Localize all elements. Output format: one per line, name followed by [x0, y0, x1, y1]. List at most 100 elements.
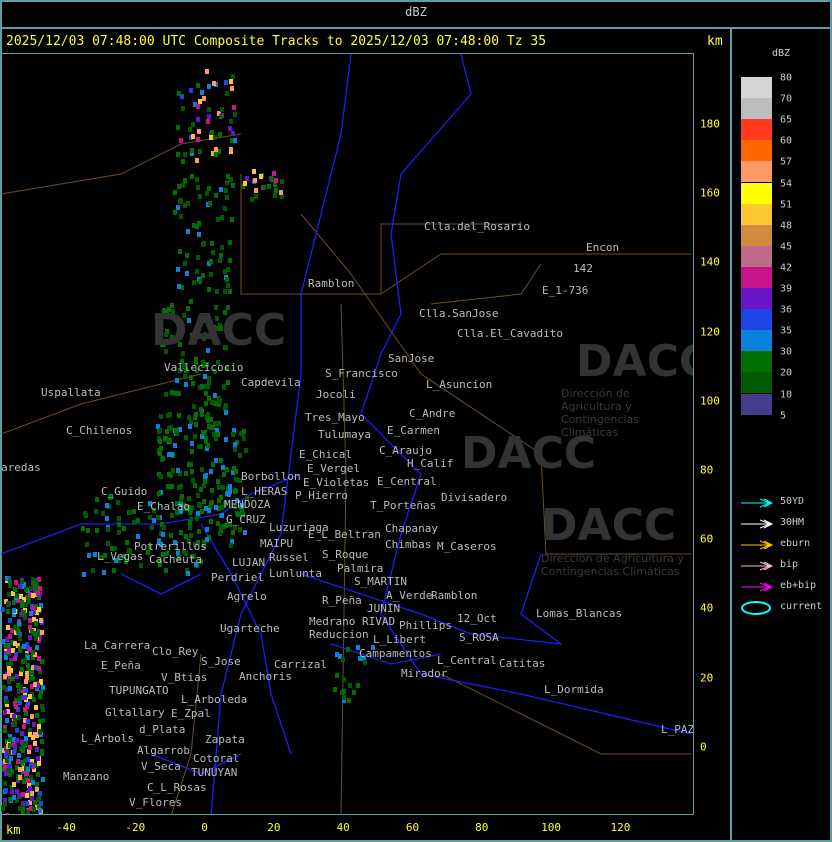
radar-echo-cell	[234, 488, 238, 493]
radar-echo-cell	[21, 792, 25, 797]
radar-echo-cell	[21, 748, 25, 753]
place-label: TUPUNGATO	[109, 684, 169, 697]
place-label: S_MARTIN	[354, 575, 407, 588]
radar-echo-cell	[159, 542, 163, 547]
x-tick-label: -20	[125, 821, 146, 834]
radar-echo-cell	[164, 568, 168, 573]
radar-echo-cell	[198, 194, 202, 199]
track-arrow-icon	[741, 519, 774, 529]
legend-level-label: 45	[780, 241, 793, 253]
radar-echo-cell	[12, 714, 16, 719]
radar-echo-cell	[217, 506, 221, 511]
place-label: E_Peña	[101, 659, 141, 672]
radar-echo-cell	[3, 728, 7, 733]
place-label: SanJose	[388, 352, 435, 365]
radar-echo-cell	[199, 559, 203, 564]
radar-map[interactable]: DACC DACC DACC DACC Dirección de Agricul…	[0, 53, 694, 815]
radar-echo-cell	[214, 305, 218, 310]
radar-echo-cell	[4, 696, 8, 701]
radar-echo-cell	[87, 553, 91, 558]
radar-echo-cell	[233, 447, 237, 452]
radar-echo-cell	[148, 545, 152, 550]
radar-echo-cell	[29, 806, 33, 811]
radar-echo-cell	[183, 152, 187, 157]
radar-echo-cell	[10, 789, 14, 794]
dacc-watermark-subtitle: Dirección de Agricultura y Contingencias…	[561, 387, 640, 439]
place-label: Capdevila	[241, 376, 301, 389]
place-label: A_Verde	[386, 589, 433, 602]
radar-echo-cell	[105, 503, 109, 508]
radar-echo-cell	[152, 508, 156, 513]
radar-echo-cell	[342, 695, 346, 700]
radar-echo-cell	[156, 424, 160, 429]
place-label: Tres_Mayo	[305, 411, 365, 424]
radar-echo-cell	[195, 516, 199, 521]
place-label: Lunlunta	[269, 567, 322, 580]
radar-echo-cell	[178, 471, 182, 476]
radar-echo-cell	[179, 530, 183, 535]
radar-echo-cell	[233, 504, 237, 509]
boundary-line	[300, 213, 542, 455]
product-title: 2025/12/03 07:48:00 UTC Composite Tracks…	[6, 34, 547, 49]
legend-title: dBZ	[772, 48, 791, 59]
radar-echo-cell	[191, 478, 195, 483]
radar-echo-cell	[236, 512, 240, 517]
radar-echo-cell	[25, 801, 29, 806]
place-label: C_Chilenos	[66, 424, 133, 437]
radar-echo-cell	[218, 258, 222, 263]
radar-echo-cell	[5, 637, 9, 642]
place-label: E_L_Beltran	[308, 528, 381, 541]
radar-echo-cell	[217, 396, 221, 401]
radar-echo-cell	[20, 580, 24, 585]
radar-echo-cell	[356, 645, 360, 650]
radar-echo-cell	[208, 201, 212, 206]
radar-echo-cell	[225, 366, 229, 371]
radar-echo-cell	[170, 390, 174, 395]
track-legend-label: eb+bip	[780, 580, 817, 591]
radar-echo-cell	[38, 791, 42, 796]
radar-echo-cell	[7, 592, 11, 597]
radar-echo-cell	[219, 253, 223, 258]
radar-echo-cell	[183, 261, 187, 266]
radar-echo-cell	[4, 647, 8, 652]
radar-echo-cell	[12, 750, 16, 755]
radar-echo-cell	[117, 522, 121, 527]
radar-echo-cell	[262, 185, 266, 190]
radar-echo-cell	[23, 615, 27, 620]
radar-echo-cell	[158, 451, 162, 456]
legend-swatch	[741, 393, 772, 415]
radar-echo-cell	[241, 184, 245, 189]
radar-echo-cell	[182, 313, 186, 318]
radar-echo-cell	[8, 743, 12, 748]
radar-echo-cell	[24, 774, 28, 779]
place-label: TUNUYAN	[191, 766, 238, 779]
radar-echo-cell	[26, 701, 30, 706]
track-arrow-icon	[741, 582, 774, 592]
y-tick-label: 120	[700, 325, 720, 339]
radar-echo-cell	[213, 393, 217, 398]
legend-swatch	[741, 309, 772, 331]
radar-echo-cell	[162, 525, 166, 530]
radar-echo-cell	[1, 806, 5, 811]
legend-level-label: 48	[780, 220, 793, 232]
radar-echo-cell	[13, 656, 17, 661]
radar-echo-cell	[224, 80, 228, 85]
place-label: Anchoris	[239, 670, 292, 683]
radar-echo-cell	[33, 741, 37, 746]
road-line	[150, 753, 242, 775]
radar-echo-cell	[16, 683, 20, 688]
radar-echo-cell	[12, 600, 16, 605]
radar-echo-cell	[202, 336, 206, 341]
radar-echo-cell	[197, 129, 201, 134]
radar-echo-cell	[166, 484, 170, 489]
radar-echo-cell	[6, 625, 10, 630]
radar-echo-cell	[198, 503, 202, 508]
radar-echo-cell	[173, 190, 177, 195]
legend-level-label: 5	[780, 410, 787, 422]
radar-echo-cell	[21, 688, 25, 693]
place-label: d_Plata	[139, 723, 186, 736]
place-label: Campamentos	[359, 647, 432, 660]
radar-echo-cell	[195, 224, 199, 229]
radar-echo-cell	[190, 148, 194, 153]
